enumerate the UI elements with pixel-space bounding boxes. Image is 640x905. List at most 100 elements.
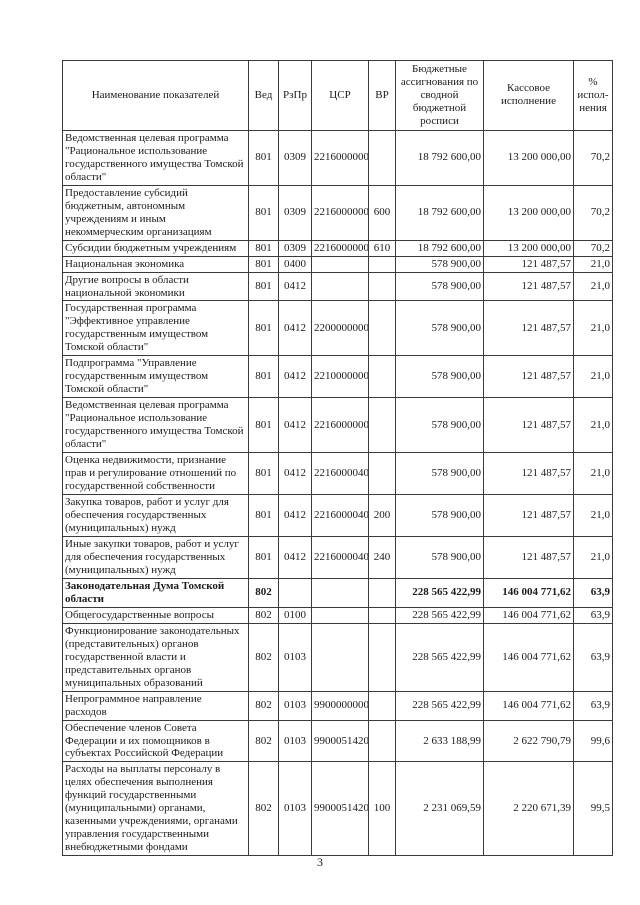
cell-name: Обеспечение членов Совета Федерации и их… xyxy=(62,719,249,763)
cell-csr xyxy=(311,606,369,624)
cell-vr xyxy=(368,606,396,624)
table-body: Ведомственная целевая программа "Рациона… xyxy=(62,129,613,857)
cell-csr xyxy=(311,577,369,608)
cell-rzpr: 0309 xyxy=(278,129,312,186)
cell-vr xyxy=(368,397,396,454)
cell-rzpr: 0100 xyxy=(278,606,312,624)
cell-rzpr: 0412 xyxy=(278,535,312,579)
cell-cash: 146 004 771,62 xyxy=(483,577,574,608)
cell-pct: 21,0 xyxy=(573,452,613,496)
cell-cash: 146 004 771,62 xyxy=(483,622,574,692)
cell-vr xyxy=(368,355,396,399)
cell-pct: 21,0 xyxy=(573,397,613,454)
cell-csr: 9900000000 xyxy=(311,690,369,721)
cell-pct: 63,9 xyxy=(573,606,613,624)
cell-rzpr: 0103 xyxy=(278,622,312,692)
cell-budget: 2 231 069,59 xyxy=(395,761,484,857)
cell-budget: 18 792 600,00 xyxy=(395,239,484,257)
table-row: Законодательная Дума Томской области 802 2… xyxy=(62,577,613,608)
cell-cash: 13 200 000,00 xyxy=(483,239,574,257)
cell-cash: 2 622 790,79 xyxy=(483,719,574,763)
cell-csr: 2216000040 xyxy=(311,494,369,537)
cell-vr: 100 xyxy=(368,761,396,857)
cell-pct: 21,0 xyxy=(573,494,613,537)
col-header-vr: ВР xyxy=(368,60,396,131)
col-header-cash: Кассовое исполнение xyxy=(483,60,574,131)
cell-budget: 228 565 422,99 xyxy=(395,577,484,608)
cell-name: Общегосударственные вопросы xyxy=(62,606,249,624)
cell-name: Расходы на выплаты персоналу в целях обе… xyxy=(62,761,249,857)
cell-budget: 578 900,00 xyxy=(395,535,484,579)
cell-ved: 801 xyxy=(248,535,279,579)
table-row: Обеспечение членов Совета Федерации и их… xyxy=(62,719,613,763)
cell-pct: 21,0 xyxy=(573,300,613,357)
cell-rzpr: 0309 xyxy=(278,239,312,257)
cell-ved: 801 xyxy=(248,452,279,496)
cell-rzpr: 0103 xyxy=(278,719,312,763)
cell-name: Государственная программа "Эффективное у… xyxy=(62,300,249,357)
cell-cash: 121 487,57 xyxy=(483,255,574,273)
cell-name: Национальная экономика xyxy=(62,255,249,273)
cell-budget: 578 900,00 xyxy=(395,300,484,357)
cell-csr: 2216000040 xyxy=(311,535,369,579)
cell-cash: 121 487,57 xyxy=(483,535,574,579)
cell-pct: 70,2 xyxy=(573,184,613,241)
table-row: Подпрограмма "Управление государственным… xyxy=(62,355,613,399)
cell-vr: 200 xyxy=(368,494,396,537)
cell-name: Другие вопросы в области национальной эк… xyxy=(62,271,249,302)
cell-cash: 13 200 000,00 xyxy=(483,129,574,186)
page-number: 3 xyxy=(317,855,323,869)
cell-ved: 801 xyxy=(248,184,279,241)
cell-cash: 121 487,57 xyxy=(483,452,574,496)
cell-pct: 21,0 xyxy=(573,255,613,273)
cell-budget: 578 900,00 xyxy=(395,355,484,399)
cell-csr: 2200000000 xyxy=(311,300,369,357)
cell-ved: 801 xyxy=(248,239,279,257)
table-header-row: Наименование показателей Вед РзПр ЦСР ВР… xyxy=(62,60,613,131)
cell-csr: 2216000040 xyxy=(311,452,369,496)
cell-vr xyxy=(368,271,396,302)
col-header-pct: % испол-нения xyxy=(573,60,613,131)
cell-name: Предоставление субсидий бюджетным, автон… xyxy=(62,184,249,241)
cell-rzpr: 0412 xyxy=(278,397,312,454)
cell-rzpr: 0400 xyxy=(278,255,312,273)
cell-csr: 2216000000 xyxy=(311,129,369,186)
cell-csr xyxy=(311,271,369,302)
cell-csr: 2216000000 xyxy=(311,239,369,257)
cell-rzpr xyxy=(278,577,312,608)
cell-rzpr: 0309 xyxy=(278,184,312,241)
cell-pct: 70,2 xyxy=(573,239,613,257)
table-row: Другие вопросы в области национальной эк… xyxy=(62,271,613,302)
cell-vr xyxy=(368,690,396,721)
table-row: Предоставление субсидий бюджетным, автон… xyxy=(62,184,613,241)
cell-name: Субсидии бюджетным учреждениям xyxy=(62,239,249,257)
cell-csr: 9900051420 xyxy=(311,761,369,857)
cell-ved: 802 xyxy=(248,606,279,624)
cell-vr xyxy=(368,255,396,273)
cell-rzpr: 0103 xyxy=(278,761,312,857)
cell-name: Иные закупки товаров, работ и услуг для … xyxy=(62,535,249,579)
cell-vr: 600 xyxy=(368,184,396,241)
cell-budget: 578 900,00 xyxy=(395,271,484,302)
table-row: Непрограммное направление расходов 802 010… xyxy=(62,690,613,721)
cell-budget: 18 792 600,00 xyxy=(395,184,484,241)
cell-name: Законодательная Дума Томской области xyxy=(62,577,249,608)
cell-budget: 228 565 422,99 xyxy=(395,690,484,721)
cell-cash: 121 487,57 xyxy=(483,355,574,399)
cell-pct: 99,5 xyxy=(573,761,613,857)
budget-execution-table: Наименование показателей Вед РзПр ЦСР ВР… xyxy=(62,60,613,857)
cell-name: Оценка недвижимости, признание прав и ре… xyxy=(62,452,249,496)
cell-csr: 2216000000 xyxy=(311,397,369,454)
cell-csr xyxy=(311,622,369,692)
cell-csr: 2216000000 xyxy=(311,184,369,241)
cell-budget: 578 900,00 xyxy=(395,494,484,537)
cell-csr xyxy=(311,255,369,273)
cell-rzpr: 0412 xyxy=(278,494,312,537)
cell-csr: 9900051420 xyxy=(311,719,369,763)
cell-ved: 802 xyxy=(248,719,279,763)
cell-cash: 121 487,57 xyxy=(483,494,574,537)
cell-budget: 578 900,00 xyxy=(395,397,484,454)
cell-ved: 801 xyxy=(248,271,279,302)
table-row: Субсидии бюджетным учреждениям 801 0309 221… xyxy=(62,239,613,257)
cell-cash: 13 200 000,00 xyxy=(483,184,574,241)
